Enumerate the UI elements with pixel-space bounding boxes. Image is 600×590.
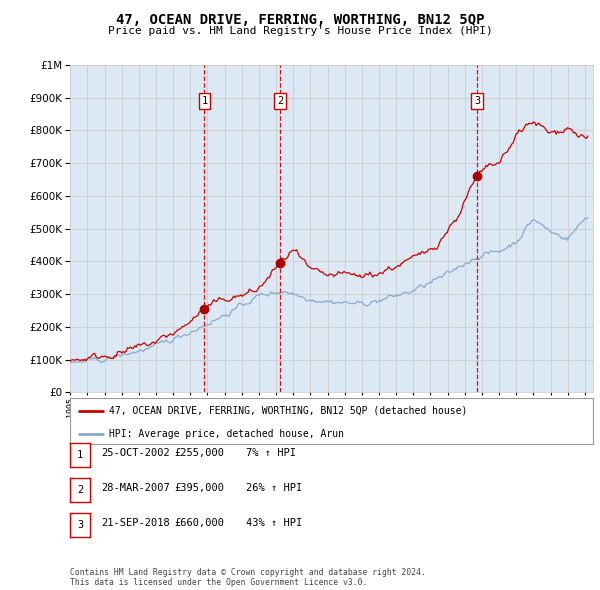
Text: £255,000: £255,000 bbox=[174, 448, 224, 458]
Text: Contains HM Land Registry data © Crown copyright and database right 2024.: Contains HM Land Registry data © Crown c… bbox=[70, 568, 426, 577]
Text: 2: 2 bbox=[77, 485, 83, 495]
Text: 26% ↑ HPI: 26% ↑ HPI bbox=[246, 483, 302, 493]
Text: £660,000: £660,000 bbox=[174, 518, 224, 528]
Text: 28-MAR-2007: 28-MAR-2007 bbox=[101, 483, 170, 493]
Text: 25-OCT-2002: 25-OCT-2002 bbox=[101, 448, 170, 458]
Text: 1: 1 bbox=[201, 96, 208, 106]
Text: 7% ↑ HPI: 7% ↑ HPI bbox=[246, 448, 296, 458]
Text: 47, OCEAN DRIVE, FERRING, WORTHING, BN12 5QP: 47, OCEAN DRIVE, FERRING, WORTHING, BN12… bbox=[116, 13, 484, 27]
Text: 1: 1 bbox=[77, 450, 83, 460]
Text: 47, OCEAN DRIVE, FERRING, WORTHING, BN12 5QP (detached house): 47, OCEAN DRIVE, FERRING, WORTHING, BN12… bbox=[109, 405, 468, 415]
Text: 3: 3 bbox=[77, 520, 83, 530]
Text: Price paid vs. HM Land Registry's House Price Index (HPI): Price paid vs. HM Land Registry's House … bbox=[107, 26, 493, 36]
Text: £395,000: £395,000 bbox=[174, 483, 224, 493]
Text: HPI: Average price, detached house, Arun: HPI: Average price, detached house, Arun bbox=[109, 428, 344, 438]
Text: This data is licensed under the Open Government Licence v3.0.: This data is licensed under the Open Gov… bbox=[70, 578, 368, 588]
Text: 43% ↑ HPI: 43% ↑ HPI bbox=[246, 518, 302, 528]
Text: 2: 2 bbox=[277, 96, 283, 106]
Text: 21-SEP-2018: 21-SEP-2018 bbox=[101, 518, 170, 528]
Text: 3: 3 bbox=[474, 96, 480, 106]
